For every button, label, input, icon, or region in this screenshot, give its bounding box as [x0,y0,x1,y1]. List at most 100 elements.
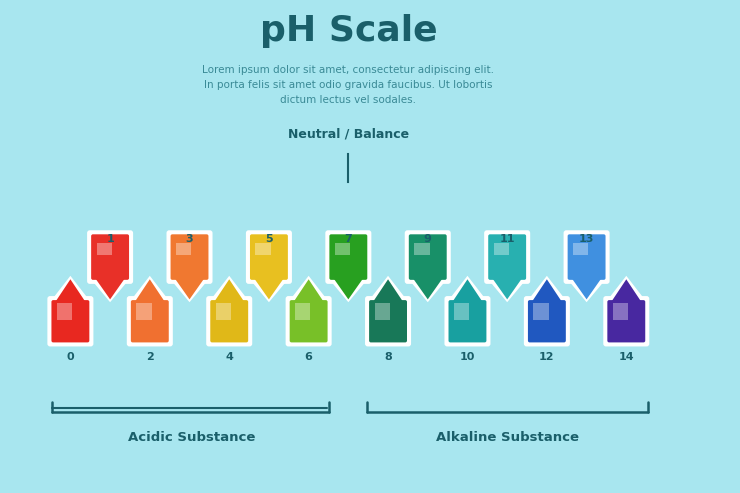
Polygon shape [213,280,246,304]
Text: 5: 5 [265,234,273,245]
Polygon shape [374,303,390,320]
Text: 6: 6 [305,352,312,362]
Text: Acidic Substance: Acidic Substance [127,431,255,444]
FancyBboxPatch shape [488,234,526,280]
Polygon shape [610,280,642,304]
FancyBboxPatch shape [369,300,407,343]
Polygon shape [494,243,509,254]
Polygon shape [176,243,192,254]
Polygon shape [292,280,325,304]
Polygon shape [613,303,628,320]
Polygon shape [531,280,563,304]
Polygon shape [136,303,152,320]
FancyBboxPatch shape [173,237,211,282]
FancyBboxPatch shape [54,297,92,340]
FancyBboxPatch shape [206,296,252,347]
Polygon shape [334,243,350,254]
Text: 7: 7 [344,234,352,245]
FancyBboxPatch shape [603,296,649,347]
Polygon shape [252,276,285,299]
Polygon shape [573,243,588,254]
Polygon shape [94,276,127,299]
FancyBboxPatch shape [246,230,292,284]
Polygon shape [173,276,206,299]
Polygon shape [411,276,444,299]
Polygon shape [208,276,250,303]
Polygon shape [248,277,290,302]
Text: 4: 4 [225,352,233,362]
Text: 14: 14 [619,352,634,362]
FancyBboxPatch shape [91,234,129,280]
Text: pH Scale: pH Scale [260,14,437,48]
FancyBboxPatch shape [170,234,209,280]
Polygon shape [571,276,603,299]
Polygon shape [327,277,369,302]
FancyBboxPatch shape [252,237,291,282]
Polygon shape [133,280,166,304]
Polygon shape [288,276,329,303]
FancyBboxPatch shape [127,296,173,347]
FancyBboxPatch shape [608,300,645,343]
Text: 2: 2 [146,352,154,362]
Polygon shape [57,303,73,320]
FancyBboxPatch shape [610,297,648,340]
Polygon shape [169,277,210,302]
FancyBboxPatch shape [408,234,447,280]
Polygon shape [454,303,469,320]
FancyBboxPatch shape [524,296,570,347]
FancyBboxPatch shape [484,230,530,284]
FancyBboxPatch shape [564,230,610,284]
FancyBboxPatch shape [571,237,608,282]
FancyBboxPatch shape [47,296,93,347]
FancyBboxPatch shape [329,234,367,280]
Polygon shape [215,303,231,320]
Text: Lorem ipsum dolor sit amet, consectetur adipiscing elit.
In porta felis sit amet: Lorem ipsum dolor sit amet, consectetur … [202,66,494,105]
FancyBboxPatch shape [568,234,605,280]
FancyBboxPatch shape [286,296,332,347]
Polygon shape [407,277,448,302]
Text: 1: 1 [107,234,114,245]
FancyBboxPatch shape [491,237,529,282]
FancyBboxPatch shape [250,234,288,280]
Polygon shape [565,277,608,302]
Polygon shape [414,243,429,254]
FancyBboxPatch shape [411,237,449,282]
Polygon shape [50,276,91,303]
Polygon shape [89,277,131,302]
Text: 12: 12 [539,352,554,362]
Polygon shape [534,303,548,320]
Text: Alkaline Substance: Alkaline Substance [436,431,579,444]
FancyBboxPatch shape [405,230,451,284]
FancyBboxPatch shape [365,296,411,347]
Text: Neutral / Balance: Neutral / Balance [288,128,409,141]
FancyBboxPatch shape [326,230,371,284]
FancyBboxPatch shape [166,230,212,284]
Polygon shape [54,280,87,304]
Polygon shape [367,276,409,303]
Text: 11: 11 [500,234,515,245]
Polygon shape [129,276,171,303]
Text: 0: 0 [67,352,74,362]
FancyBboxPatch shape [133,297,172,340]
Text: 8: 8 [384,352,392,362]
Text: 13: 13 [579,234,594,245]
FancyBboxPatch shape [94,237,132,282]
Polygon shape [491,276,523,299]
Text: 9: 9 [424,234,431,245]
Polygon shape [96,243,112,254]
FancyBboxPatch shape [371,297,410,340]
Polygon shape [605,276,648,303]
FancyBboxPatch shape [528,300,566,343]
FancyBboxPatch shape [213,297,251,340]
Polygon shape [526,276,568,303]
Polygon shape [255,243,271,254]
FancyBboxPatch shape [445,296,491,347]
FancyBboxPatch shape [448,300,486,343]
Polygon shape [295,303,311,320]
FancyBboxPatch shape [210,300,248,343]
FancyBboxPatch shape [87,230,133,284]
FancyBboxPatch shape [332,237,370,282]
Polygon shape [451,280,484,304]
FancyBboxPatch shape [289,300,328,343]
FancyBboxPatch shape [292,297,330,340]
